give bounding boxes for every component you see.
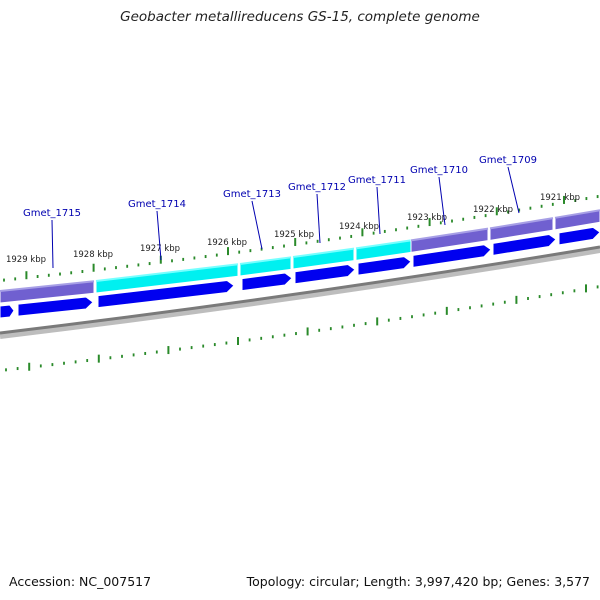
gene-leader-line [316,193,321,244]
ruler-label: 1929 kbp [6,255,46,265]
map-title: Geobacter metallireducens GS-15, complet… [120,9,480,25]
cds-arrow [357,256,412,276]
cds-arrow [241,272,293,292]
ruler-label: 1928 kbp [73,250,113,260]
gene-label: Gmet_1712 [288,182,346,193]
gene-label: Gmet_1709 [479,155,537,166]
gene-leaders [51,166,520,269]
ruler-label: 1926 kbp [207,238,247,248]
gene-bar-shine [554,209,600,219]
gene-leader-line [376,186,381,235]
gene-bar-shine [95,263,239,283]
outer-tick-ring [3,195,599,282]
gene-label: Gmet_1715 [23,208,81,219]
gene-bar-shine [239,256,292,265]
ruler-label: 1922 kbp [473,205,513,215]
gene-leader-line [251,200,263,250]
gene-bar-shine [292,247,355,259]
cds-arrow [97,279,235,309]
gene-bar-shine [355,239,412,250]
gene-leader-line [507,166,520,214]
backbone-shadow [0,247,600,339]
cds-arrows [0,226,600,319]
gene-bar-shine [0,280,95,292]
genome-backbone [0,245,600,335]
genome-summary: Topology: circular; Length: 3,997,420 bp… [246,574,590,589]
gene-label: Gmet_1711 [348,175,406,186]
cds-arrow [0,304,15,319]
cds-arrow [294,264,356,285]
inner-tick-ring [5,284,599,372]
gene-labels: Gmet_1715Gmet_1714Gmet_1713Gmet_1712Gmet… [23,155,537,219]
gene-bar-shine [489,217,554,230]
cds-arrow [492,233,557,256]
ruler-label: 1923 kbp [407,213,447,223]
ruler-label: 1924 kbp [339,222,379,232]
gene-leader-line [156,210,162,261]
ruler-label: 1925 kbp [274,230,314,240]
gene-label: Gmet_1714 [128,199,186,210]
cds-arrow [558,226,600,246]
gene-leader-line [438,176,446,226]
gene-label: Gmet_1710 [410,165,468,176]
gene-leader-line [51,219,54,269]
cds-arrow [412,244,492,268]
gene-bar-shine [410,227,489,242]
gene-bars [0,208,600,304]
ruler-label: 1921 kbp [540,193,580,203]
accession-label: Accession: NC_007517 [9,574,152,589]
gene-label: Gmet_1713 [223,189,281,200]
cds-arrow [17,296,94,317]
